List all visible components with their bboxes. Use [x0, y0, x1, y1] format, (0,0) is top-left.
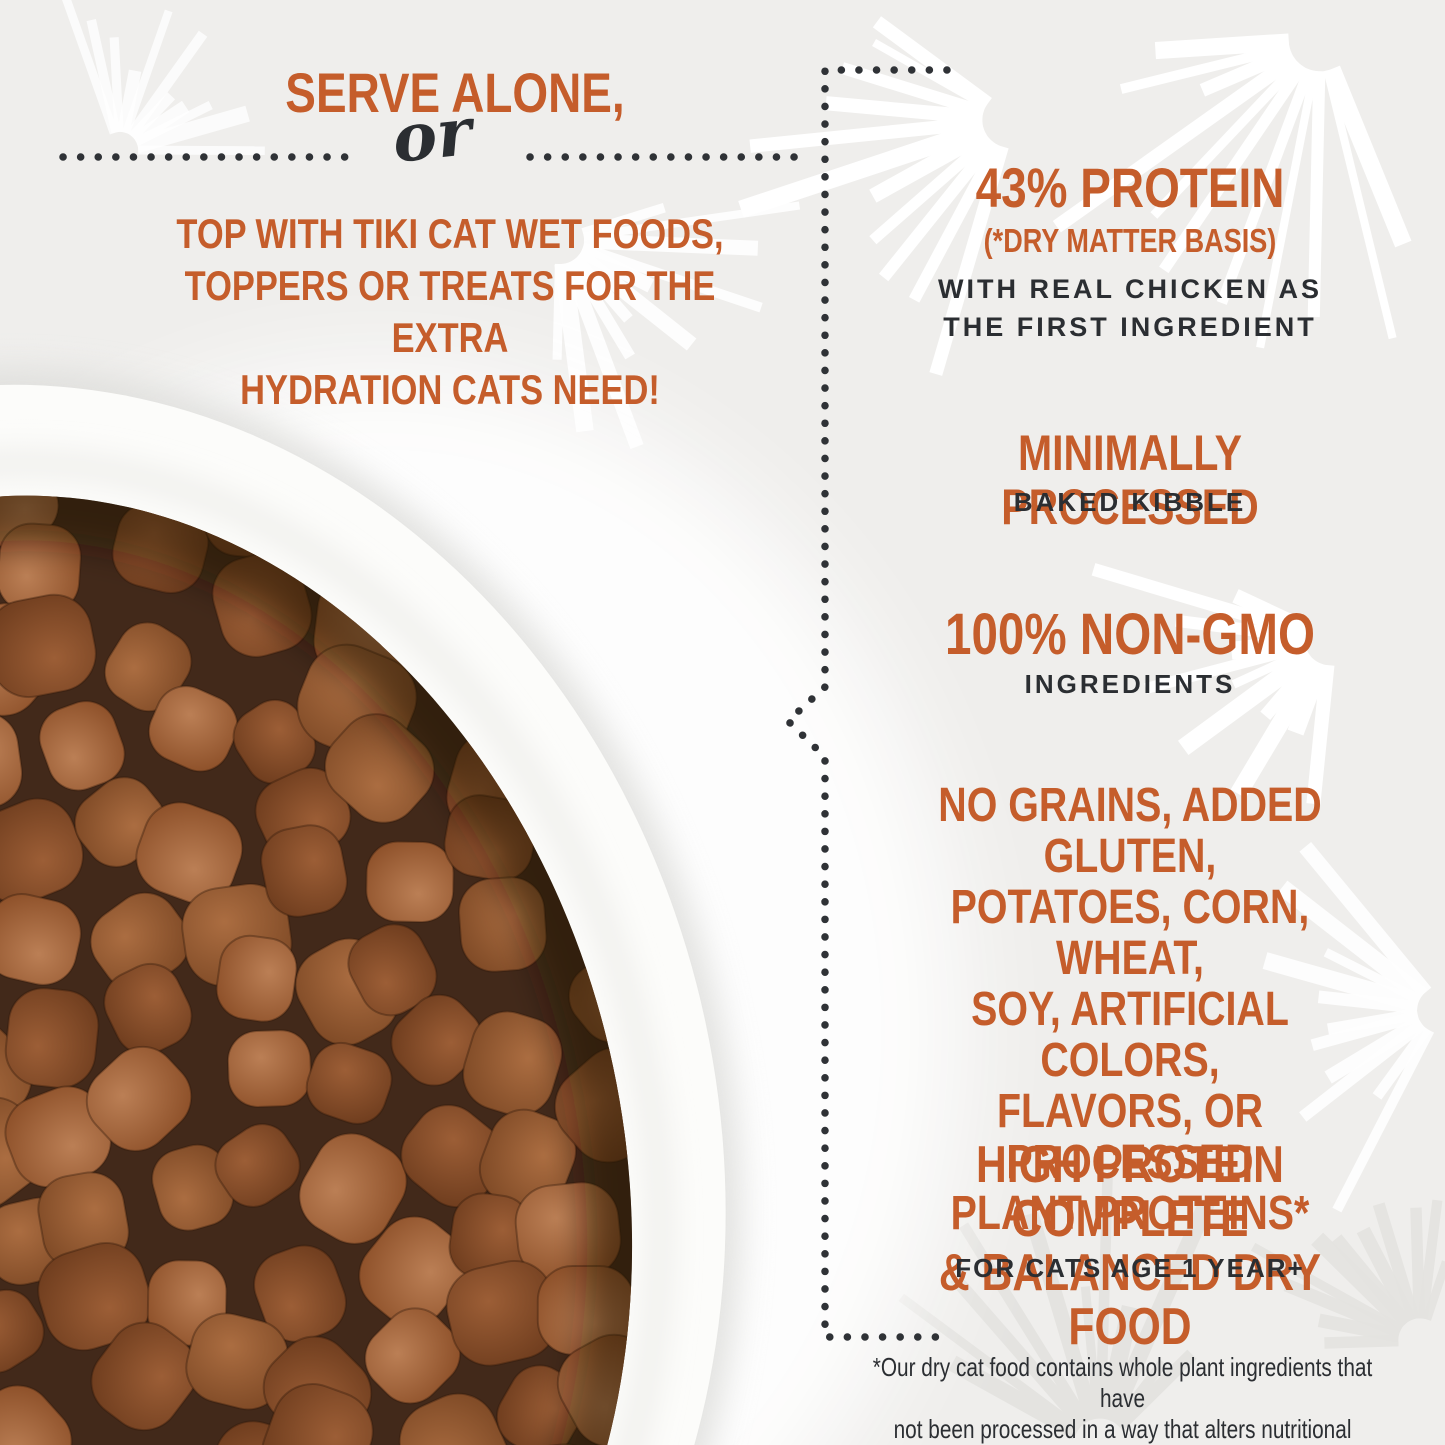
benefits-dotted-divider [782, 66, 951, 1341]
benefit-processed-title: MINIMALLY PROCESSED [1001, 425, 1259, 535]
benefit-protein-title: 43% PROTEIN [975, 156, 1285, 219]
benefit-protein-detail: WITH REAL CHICKEN AS THE FIRST INGREDIEN… [938, 274, 1322, 342]
benefit-nongmo-title: 100% NON-GMO [945, 602, 1315, 667]
footnote-text: *Our dry cat food contains whole plant i… [872, 1352, 1373, 1444]
kibble-pieces [0, 457, 672, 1445]
benefit-nongmo-detail: INGREDIENTS [1024, 669, 1236, 699]
benefit-processed-detail: BAKED KIBBLE [1013, 487, 1247, 517]
serve-alone-headline: SERVE ALONE, [285, 61, 625, 124]
bowl-inner-rim-line [0, 458, 666, 1445]
benefit-exclusions-text: NO GRAINS, ADDED GLUTEN, POTATOES, CORN,… [938, 779, 1322, 1240]
benefit-complete-detail: FOR CATS AGE 1 YEAR+ [955, 1253, 1305, 1283]
bowl-inner-shadow-ring [0, 450, 678, 1445]
benefit-protein-basis: (*DRY MATTER BASIS) [983, 222, 1277, 259]
benefit-complete-title: HIGH PROTEIN COMPLETE & BALANCED DRY FOO… [938, 1136, 1322, 1356]
toppers-subheadline: TOP WITH TIKI CAT WET FOODS, TOPPERS OR … [176, 210, 724, 413]
